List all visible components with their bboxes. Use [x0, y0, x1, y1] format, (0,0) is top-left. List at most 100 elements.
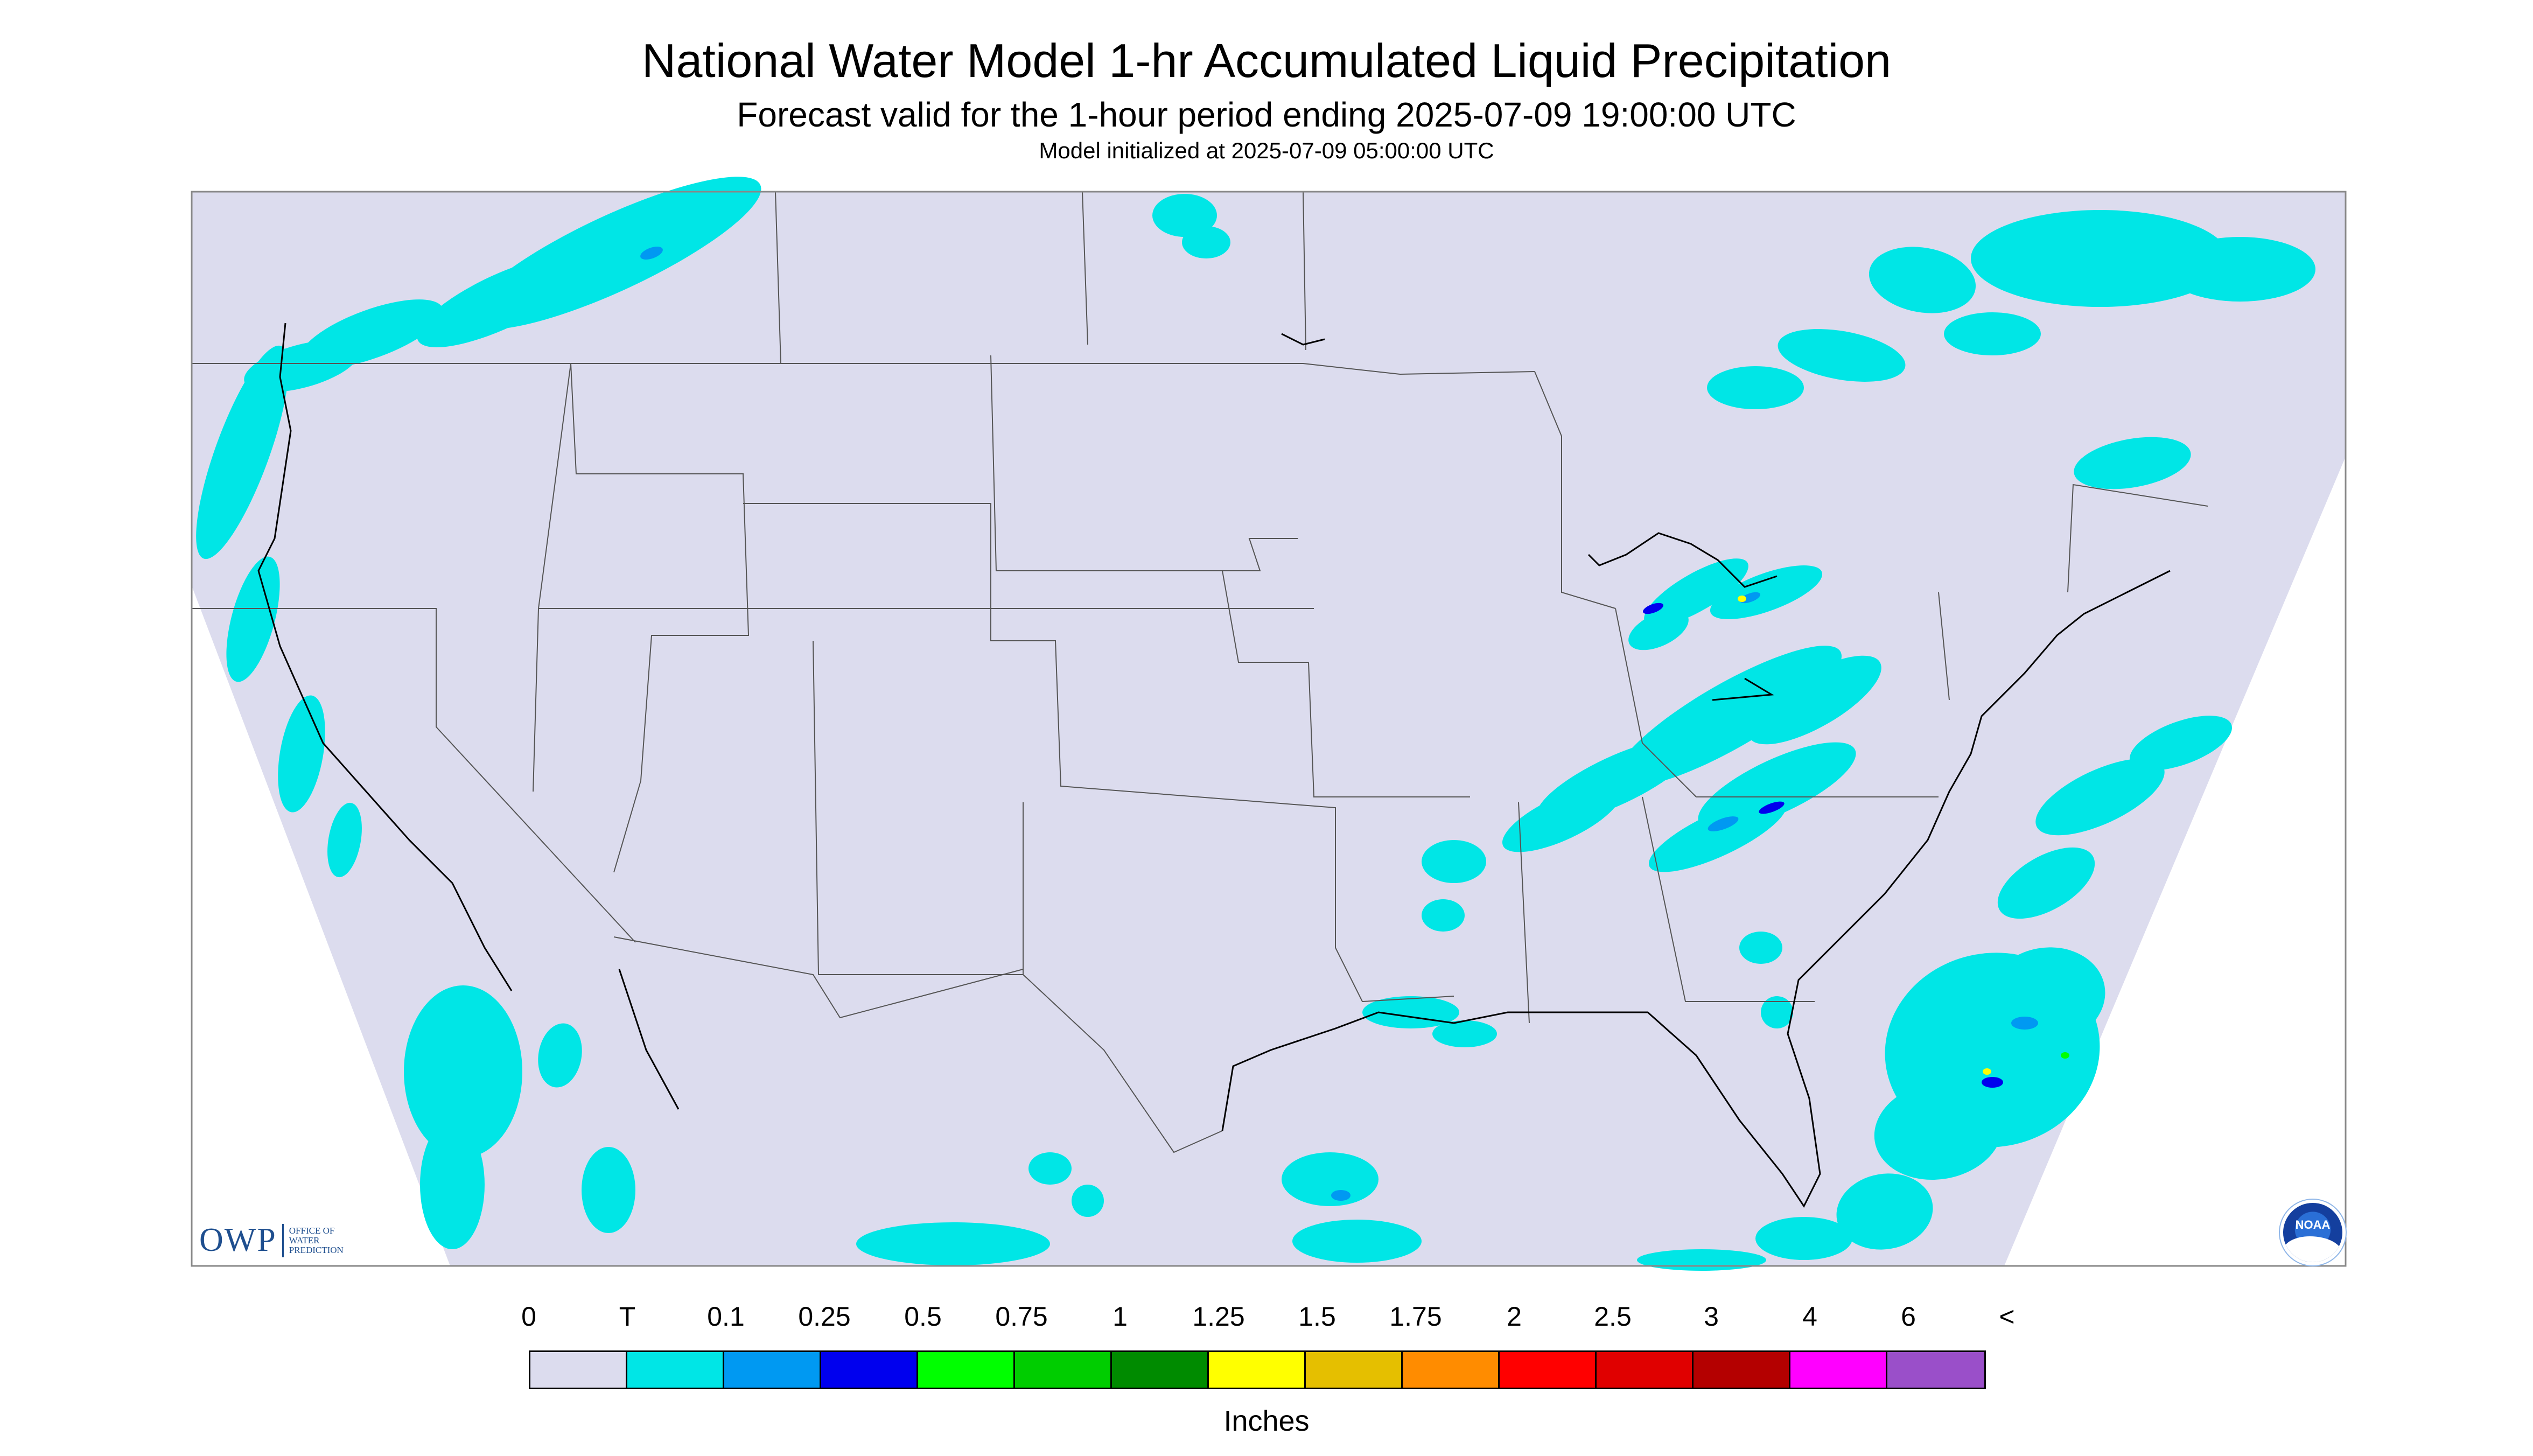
- boundary-line: [570, 363, 750, 873]
- precip-cell: [1072, 1185, 1104, 1217]
- precip-cell: [1152, 194, 1217, 237]
- precip-cell: [2165, 237, 2315, 302]
- legend-color-swatch: [1694, 1352, 1790, 1388]
- coastline: [1712, 677, 1774, 701]
- boundary-line: [775, 191, 781, 364]
- legend-color-swatch: [1403, 1352, 1500, 1388]
- precip-cell: [1708, 816, 1739, 831]
- legend-tick-label: 1.25: [1192, 1301, 1245, 1332]
- precip-cell: [2130, 716, 2232, 771]
- legend-color-swatch: [1015, 1352, 1112, 1388]
- precip-cell: [1836, 1173, 1933, 1250]
- precip-cell: [2035, 758, 2165, 836]
- boundary-line: [1308, 662, 1470, 797]
- legend-colorbar: [529, 1350, 1986, 1389]
- precip-cell: [1869, 247, 1976, 313]
- boundary-line: [192, 608, 636, 943]
- legend-color-swatch: [1500, 1352, 1597, 1388]
- boundary-line: [192, 363, 1535, 375]
- precip-cells: [196, 177, 2315, 1271]
- noaa-logo-wave: [2283, 1236, 2342, 1262]
- coastline: [618, 969, 680, 1110]
- precip-cell: [1707, 366, 1804, 409]
- legend-tick-label: 0: [521, 1301, 536, 1332]
- boundary-line: [1615, 608, 1697, 797]
- boundary-line: [1303, 191, 1306, 351]
- precip-cell: [278, 695, 325, 813]
- precip-cell: [417, 256, 585, 347]
- legend-tick-label: 1.5: [1298, 1301, 1336, 1332]
- precip-cell: [582, 1147, 635, 1233]
- precip-cell: [640, 246, 663, 260]
- precip-cell: [1748, 655, 1881, 745]
- map-frame: [191, 191, 2347, 1267]
- precip-cell: [1292, 1220, 1422, 1263]
- model-init-line: Model initialized at 2025-07-09 05:00:00…: [1039, 138, 1494, 163]
- boundary-line: [1534, 371, 1616, 609]
- coastline: [1221, 570, 2171, 1208]
- map-domain: [192, 192, 2346, 1266]
- precip-cell: [1422, 840, 1486, 883]
- legend-tick-label: T: [619, 1301, 636, 1332]
- legend-tick-label: 0.5: [904, 1301, 942, 1332]
- legend-color-swatch: [724, 1352, 821, 1388]
- precip-cell: [538, 1023, 582, 1088]
- boundary-line: [2067, 484, 2208, 593]
- coastline: [1281, 333, 1325, 346]
- precip-cell: [1738, 596, 1746, 602]
- precip-cell: [1944, 312, 2041, 355]
- legend-color-swatch: [1112, 1352, 1209, 1388]
- boundary-line: [743, 503, 1336, 948]
- precip-cell: [1648, 797, 1787, 872]
- legend-tick-label: 2: [1507, 1301, 1522, 1332]
- boundary-line: [1082, 191, 1088, 345]
- boundary-line: [1642, 796, 1815, 1002]
- precip-cell: [1331, 1190, 1351, 1201]
- legend-tick-label: 6: [1901, 1301, 1916, 1332]
- legend-color-swatch: [1209, 1352, 1306, 1388]
- precip-cell: [404, 985, 522, 1158]
- precip-cell: [1983, 1068, 1991, 1075]
- legend-tick-label: <: [1999, 1301, 2015, 1332]
- boundary-line: [533, 608, 539, 792]
- legend-color-swatch: [1790, 1352, 1887, 1388]
- legend-tick-label: 1: [1112, 1301, 1128, 1332]
- precip-cell: [327, 802, 362, 878]
- coastlines: [257, 323, 2171, 1208]
- precip-cell: [1761, 996, 1793, 1028]
- precip-cell: [1637, 1249, 1766, 1271]
- precip-cell: [1432, 1020, 1497, 1047]
- precip-cell: [226, 556, 280, 682]
- owp-logo-mark: OWP: [199, 1222, 277, 1258]
- noaa-logo-text: NOAA: [2295, 1218, 2331, 1231]
- precip-cell: [1874, 1081, 2003, 1180]
- precip-cell: [1182, 226, 1230, 258]
- legend-tick-label: 0.75: [995, 1301, 1048, 1332]
- boundary-line: [1023, 974, 1223, 1153]
- legend-color-swatch: [1306, 1352, 1403, 1388]
- boundary-line: [1938, 592, 1950, 701]
- precip-cell: [2061, 1052, 2069, 1059]
- precip-cell: [1778, 329, 1906, 382]
- legend-tick-labels: 0 T 0.1 0.25 0.5 0.75 1 1.25 1.5 1.75 2 2.5 3 4 6 <: [0, 1301, 2533, 1339]
- boundary-line: [537, 363, 1314, 609]
- precip-cell: [1739, 932, 1782, 964]
- precip-cell: [1755, 1217, 1852, 1260]
- boundary-line: [1518, 802, 1530, 1024]
- legend-color-swatch: [627, 1352, 724, 1388]
- owp-logo-divider: [282, 1223, 284, 1257]
- precip-cell: [1759, 801, 1785, 814]
- boundary-line: [813, 640, 1024, 975]
- legend-color-swatch: [918, 1352, 1015, 1388]
- precip-cell: [420, 1120, 485, 1249]
- precip-cell: [1982, 1077, 2003, 1088]
- coastline: [1587, 532, 1778, 588]
- legend-tick-label: 4: [1802, 1301, 1817, 1332]
- legend-tick-label: 0.1: [707, 1301, 745, 1332]
- precip-cell: [1644, 558, 1748, 626]
- legend-color-swatch: [1887, 1352, 1984, 1388]
- map-subtitle: Forecast valid for the 1-hour period end…: [737, 95, 1796, 134]
- map-title: National Water Model 1-hr Accumulated Li…: [641, 34, 1892, 87]
- precip-cell: [1643, 603, 1663, 614]
